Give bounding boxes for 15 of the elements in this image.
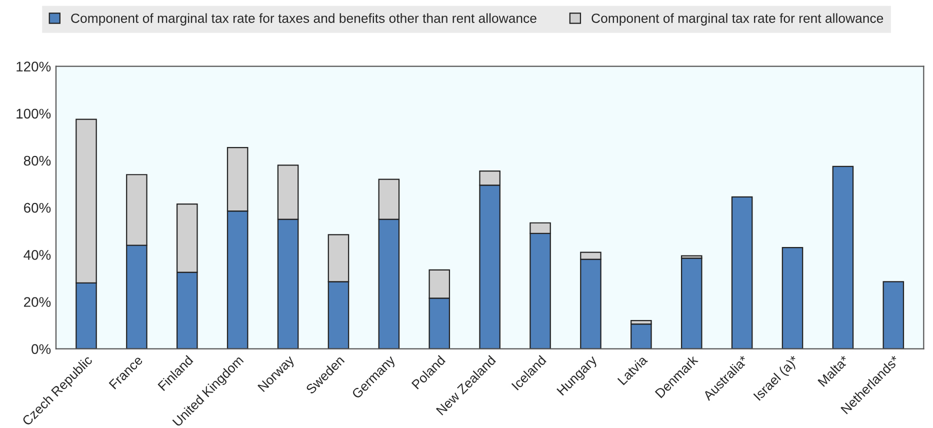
y-tick-label: 40% (24, 250, 51, 260)
y-tick-label: 60% (24, 202, 51, 213)
bar (731, 196, 753, 349)
y-tick-label: 80% (24, 156, 51, 166)
legend-label: Component of marginal tax rate for taxes and benefits other than rent allowance (71, 13, 536, 26)
bar (782, 247, 804, 349)
bar (882, 281, 904, 349)
y-tick-label: 120% (16, 62, 51, 72)
bar (630, 324, 652, 349)
y-tick-label: 100% (16, 108, 51, 119)
y-tick-label: 0% (32, 344, 51, 354)
bar (832, 166, 854, 349)
y-tick-label: 20% (24, 297, 51, 307)
legend-label: Component of marginal tax rate for rent allowance (592, 13, 884, 26)
bar (680, 258, 702, 349)
